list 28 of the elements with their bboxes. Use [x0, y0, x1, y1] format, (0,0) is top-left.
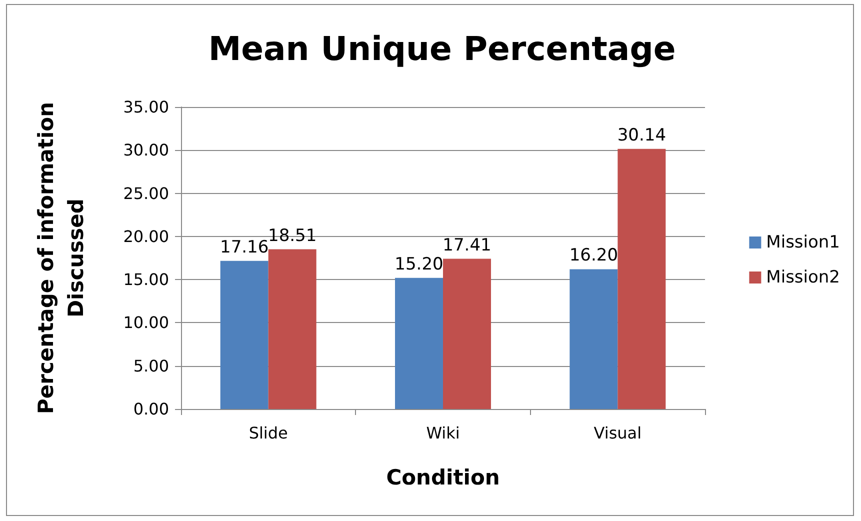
- bar: [220, 260, 268, 409]
- legend-label: Mission1: [766, 232, 840, 252]
- x-tick-label: Visual: [594, 424, 642, 442]
- data-label: 30.14: [617, 125, 666, 146]
- chart-title: Mean Unique Percentage: [208, 29, 676, 68]
- bar: [570, 269, 618, 409]
- legend-label: Mission2: [766, 268, 840, 288]
- y-tick-label: 15.00: [123, 270, 169, 290]
- y-tick-label: 30.00: [123, 140, 169, 160]
- bar: [268, 249, 316, 409]
- data-label: 15.20: [394, 254, 444, 274]
- x-tick-label: Wiki: [426, 424, 460, 442]
- data-label: 18.51: [268, 226, 317, 246]
- y-tick-label: 20.00: [123, 226, 169, 246]
- bar: [443, 258, 491, 409]
- y-tick-label: 5.00: [133, 356, 169, 376]
- data-label: 17.16: [220, 237, 269, 258]
- x-tick-label: Slide: [248, 424, 288, 442]
- y-axis-title: Percentage of information Discussed: [34, 102, 88, 414]
- data-label: 17.41: [442, 235, 492, 256]
- x-axis-title: Condition: [386, 466, 500, 490]
- data-label: 16.20: [569, 246, 618, 266]
- bar: [618, 148, 666, 409]
- y-tick-label: 10.00: [123, 313, 169, 332]
- y-tick-label: 25.00: [123, 184, 169, 203]
- y-tick-label: 35.00: [123, 98, 169, 116]
- y-tick-label: 0.00: [133, 400, 169, 418]
- bar: [395, 278, 443, 409]
